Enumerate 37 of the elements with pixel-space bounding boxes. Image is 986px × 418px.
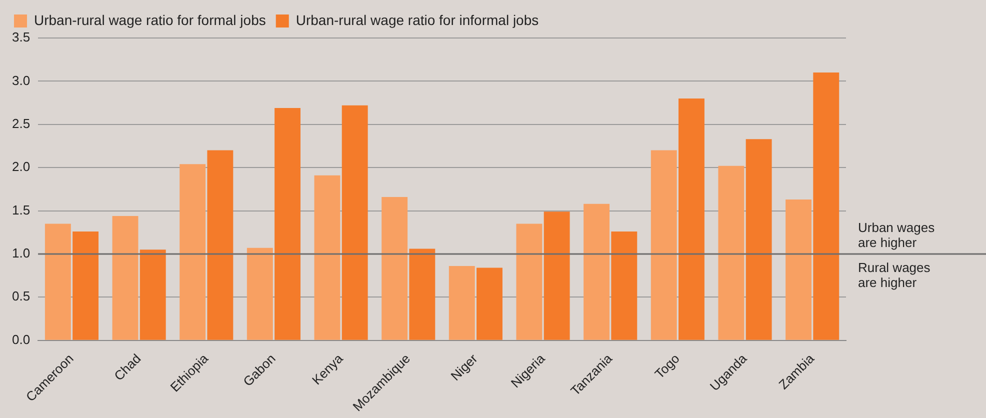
bar	[112, 216, 138, 340]
bar	[650, 150, 677, 340]
bar	[342, 105, 368, 340]
bar	[246, 248, 273, 340]
bar	[274, 108, 300, 340]
bar	[207, 150, 234, 340]
y-tick-label: 0.5	[12, 288, 30, 304]
bar	[813, 72, 840, 340]
bar	[476, 268, 502, 340]
bar	[544, 212, 570, 340]
bar	[786, 200, 812, 340]
bar	[516, 224, 542, 340]
bar	[180, 164, 206, 340]
y-tick-label: 3.5	[12, 30, 30, 45]
bar	[584, 204, 610, 340]
x-tick-label: Togo	[652, 350, 682, 382]
bar	[382, 196, 408, 340]
y-tick-label: 0.0	[12, 332, 30, 347]
bar	[611, 232, 638, 340]
bar	[44, 224, 71, 340]
bar	[746, 139, 772, 340]
legend-label: Urban-rural wage ratio for formal jobs	[34, 12, 266, 28]
y-tick-label: 2.5	[12, 116, 30, 131]
bar	[678, 98, 704, 340]
legend-label: Urban-rural wage ratio for informal jobs	[296, 12, 539, 28]
bar	[448, 266, 475, 340]
y-tick-label: 3.0	[12, 72, 30, 88]
bar	[72, 232, 99, 340]
text: Rural wages are higher	[858, 260, 931, 290]
bar	[314, 175, 340, 340]
y-tick-label: 1.0	[12, 246, 30, 261]
y-tick-label: 2.0	[12, 159, 30, 174]
y-tick-label: 1.5	[12, 202, 30, 218]
bar	[718, 166, 744, 340]
text: Urban wages are higher	[858, 220, 936, 250]
bar	[140, 250, 166, 340]
bar	[409, 248, 436, 340]
